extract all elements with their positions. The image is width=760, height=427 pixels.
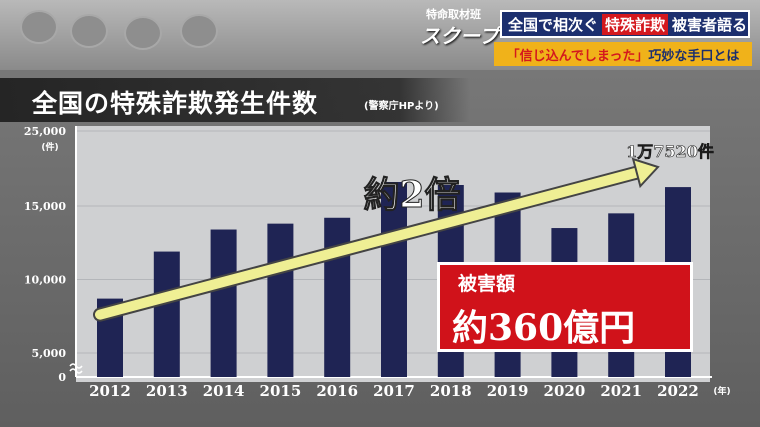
- headline-suffix: 被害者語る: [672, 15, 748, 34]
- trend-arrow-shaft: [95, 167, 642, 320]
- bar-2014: [210, 229, 237, 377]
- headline-banner: 全国で相次ぐ 特殊詐欺 被害者語る: [500, 10, 750, 38]
- chart-title: 全国の特殊詐欺発生件数: [32, 89, 319, 118]
- background-button-graphic: [180, 14, 218, 48]
- bar-2016: [324, 217, 351, 377]
- background-button-graphic: [20, 10, 58, 44]
- x-tick-label: 2015: [260, 382, 302, 400]
- axis-break-mark: [69, 363, 83, 374]
- program-kicker: 特命取材班: [426, 8, 481, 21]
- subhead-quote: 「信じ込んでしまった」: [506, 48, 649, 64]
- damage-label: 被害額: [458, 273, 516, 295]
- chart-title-bar: [0, 78, 470, 122]
- trend-arrow-head: [631, 157, 660, 189]
- x-tick-label: 2020: [544, 382, 586, 400]
- y-axis-unit: (件): [41, 141, 58, 153]
- headline-prefix: 全国で相次ぐ: [508, 15, 599, 34]
- subhead-banner: 「信じ込んでしまった」 巧妙な手口とは: [494, 42, 752, 66]
- y-tick-label: 10,000: [24, 274, 66, 287]
- x-tick-label: 2012: [89, 382, 131, 400]
- background-button-graphic: [70, 14, 108, 48]
- y-tick-label: 15,000: [24, 200, 66, 213]
- bar-2015: [267, 223, 294, 377]
- y-tick-label-zero: 0: [58, 371, 66, 384]
- subhead-rest: 巧妙な手口とは: [648, 48, 740, 64]
- data-label-2022: 1万7520件: [626, 142, 714, 161]
- headline-keyword: 特殊詐欺: [602, 13, 669, 35]
- y-tick-label: 5,000: [32, 347, 67, 360]
- x-axis-unit: (年): [713, 385, 730, 397]
- x-tick-label: 2013: [146, 382, 188, 400]
- x-tick-label: 2016: [316, 382, 358, 400]
- x-tick-label: 2014: [203, 382, 245, 400]
- bar-2017: [381, 182, 407, 377]
- chart-source: (警察庁HPより): [364, 101, 439, 112]
- x-tick-label: 2018: [430, 382, 472, 400]
- program-logo: スクープ: [420, 24, 499, 48]
- damage-value: 約360億円: [452, 307, 636, 349]
- x-tick-label: 2017: [373, 382, 415, 400]
- background-button-graphic: [124, 16, 162, 50]
- y-tick-label: 25,000: [24, 125, 66, 138]
- trend-annotation: 約2倍: [363, 174, 460, 216]
- x-tick-label: 2019: [487, 382, 529, 400]
- damage-amount-box: 被害額 約360億円: [437, 262, 693, 352]
- x-tick-label: 2021: [600, 382, 642, 400]
- bar-2013: [153, 251, 180, 377]
- x-tick-label: 2022: [657, 382, 699, 400]
